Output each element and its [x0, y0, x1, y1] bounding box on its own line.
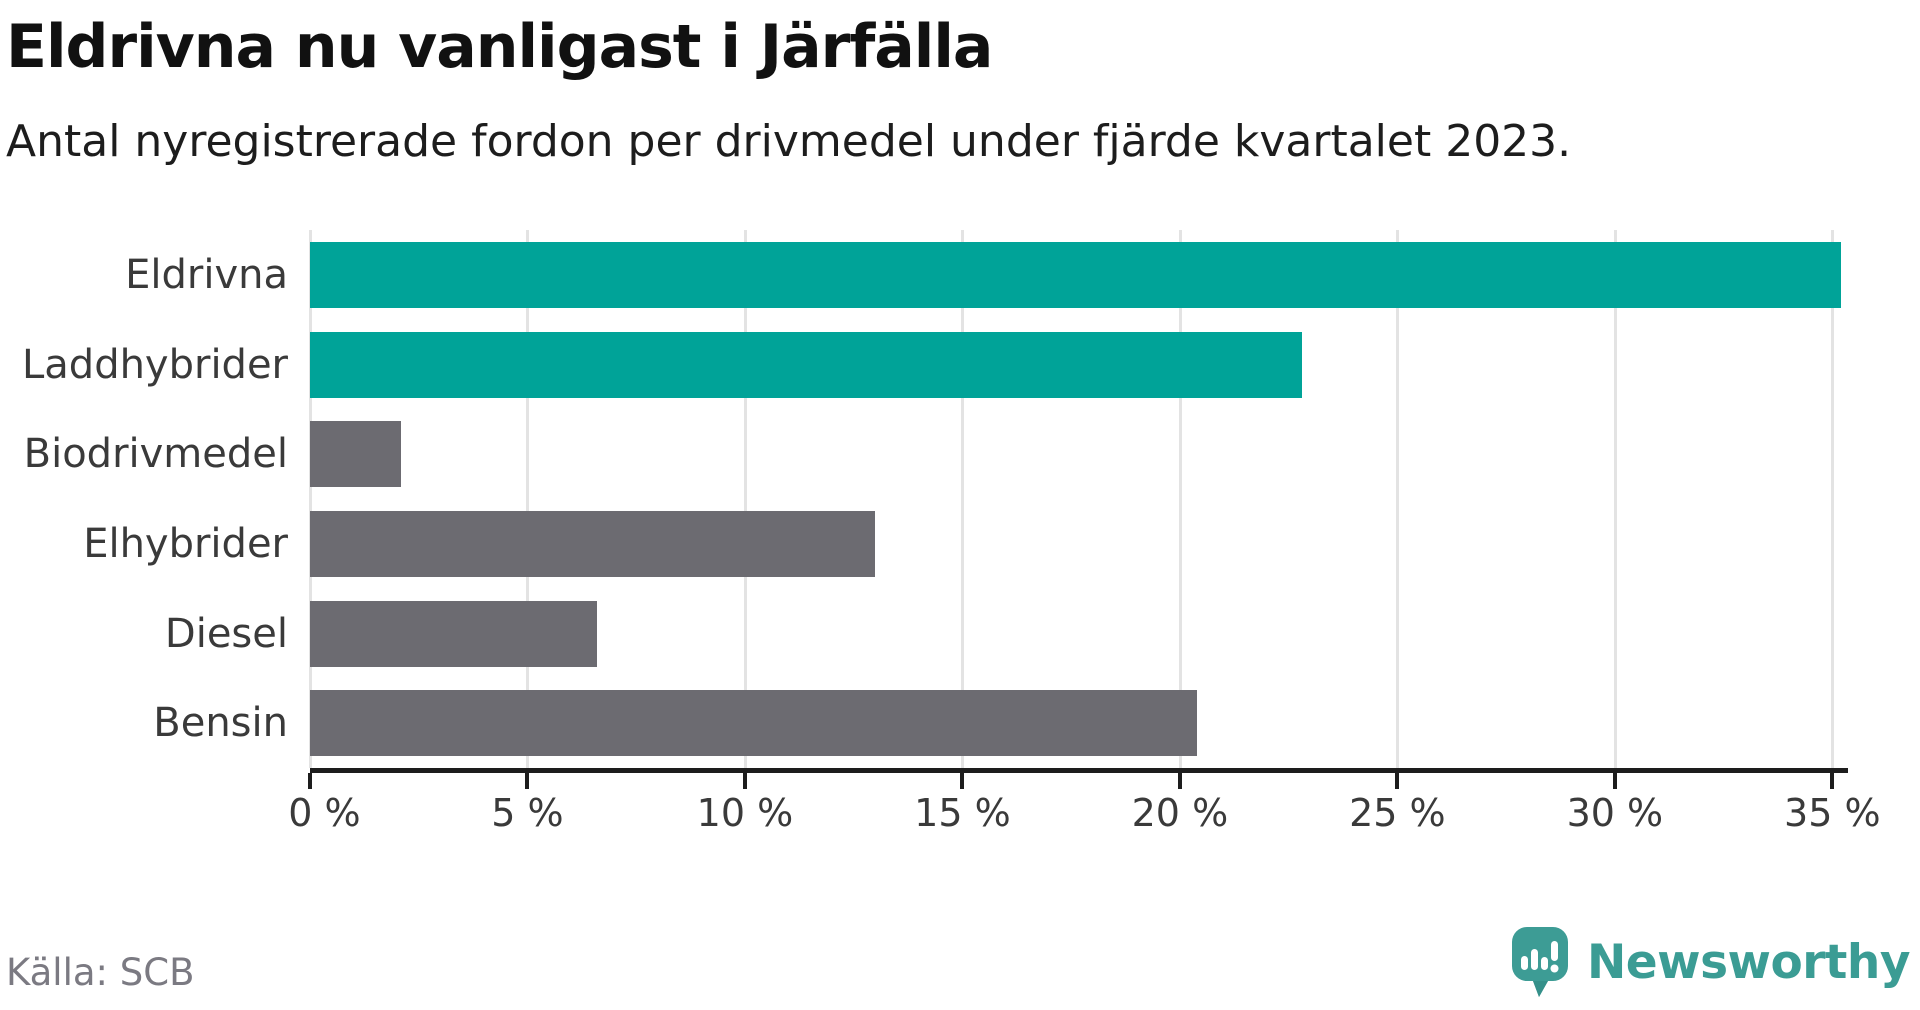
- bar-track: [310, 589, 1848, 679]
- axis-tick-label: 15 %: [914, 791, 1011, 835]
- axis-tick: [308, 773, 312, 789]
- axis-tick: [1395, 773, 1400, 789]
- chart-row: Laddhybrider: [0, 320, 1920, 410]
- axis-tick-label: 35 %: [1784, 791, 1881, 835]
- source-note: Källa: SCB: [6, 951, 195, 994]
- chart-header: Eldrivna nu vanligast i Järfälla Antal n…: [6, 12, 1571, 167]
- gridline: [1613, 230, 1617, 768]
- page-subtitle: Antal nyregistrerade fordon per drivmede…: [6, 116, 1572, 167]
- newsworthy-brand: Newsworthy: [1507, 924, 1911, 1000]
- gridline: [309, 230, 312, 768]
- gridline: [1178, 230, 1182, 768]
- bar-eldrivna: [310, 241, 1842, 308]
- bar-track: [310, 230, 1848, 320]
- newsworthy-logo-icon: [1507, 924, 1571, 1000]
- category-label: Biodrivmedel: [23, 431, 288, 478]
- chart-row: Bensin: [0, 678, 1920, 768]
- axis-tick-label: 5 %: [491, 791, 564, 835]
- chart-row: Elhybrider: [0, 499, 1920, 589]
- axis-tick: [1612, 773, 1617, 789]
- axis-tick-label: 0 %: [288, 791, 361, 835]
- x-axis-labels: 0 % 5 % 10 % 15 % 20 % 25 % 30 % 35 %: [288, 773, 1880, 835]
- gridline: [1396, 230, 1400, 768]
- newsworthy-wordmark: Newsworthy: [1586, 934, 1911, 990]
- page-title: Eldrivna nu vanligast i Järfälla: [6, 12, 993, 82]
- category-label: Elhybrider: [83, 520, 288, 567]
- bar-laddhybrider: [310, 331, 1302, 398]
- plot-area: Eldrivna Laddhybrider Biodrivmedel Elhybrid…: [0, 230, 1920, 768]
- bar-track: [310, 499, 1848, 589]
- category-label: Bensin: [153, 700, 288, 747]
- bar-elhybrider: [310, 510, 876, 577]
- chart-row: Biodrivmedel: [0, 409, 1920, 499]
- axis-tick-label: 20 %: [1131, 791, 1229, 835]
- category-label: Laddhybrider: [22, 341, 288, 388]
- gridline: [743, 230, 747, 768]
- bar-diesel: [310, 600, 598, 667]
- axis-tick: [1177, 773, 1182, 789]
- bar-biodrivmedel: [310, 421, 402, 488]
- axis-tick-label: 10 %: [696, 791, 794, 835]
- axis-tick: [1830, 773, 1835, 789]
- axis-tick: [960, 773, 965, 789]
- x-axis: [308, 768, 1848, 789]
- chart-row: Diesel: [0, 589, 1920, 679]
- axis-tick: [742, 773, 747, 789]
- bar-bensin: [310, 690, 1198, 757]
- gridline: [526, 230, 530, 768]
- bar-track: [310, 678, 1848, 768]
- category-label: Diesel: [164, 610, 288, 657]
- gridlines: [309, 230, 1848, 768]
- axis-tick-label: 30 %: [1566, 791, 1664, 835]
- chart-row: Eldrivna: [0, 230, 1920, 320]
- gridline: [961, 230, 965, 768]
- gridline: [1831, 230, 1835, 768]
- bar-track: [310, 320, 1848, 410]
- axis-tick: [525, 773, 530, 789]
- bar-chart: Eldrivna Laddhybrider Biodrivmedel Elhybrid…: [0, 230, 1920, 835]
- bar-track: [310, 409, 1848, 499]
- bar-rows: Eldrivna Laddhybrider Biodrivmedel Elhybrid…: [0, 230, 1920, 768]
- axis-tick-label: 25 %: [1349, 791, 1446, 835]
- category-label: Eldrivna: [125, 251, 288, 298]
